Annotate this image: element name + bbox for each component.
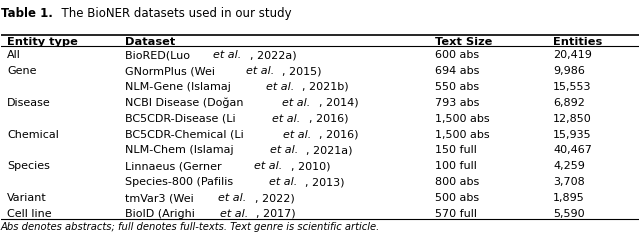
Text: BC5CDR-Chemical (Li: BC5CDR-Chemical (Li <box>125 129 248 140</box>
Text: Linnaeus (Gerner: Linnaeus (Gerner <box>125 161 225 171</box>
Text: NLM-Gene (Islamaj: NLM-Gene (Islamaj <box>125 82 235 92</box>
Text: 3,708: 3,708 <box>553 177 585 187</box>
Text: GNormPlus (Wei: GNormPlus (Wei <box>125 66 219 76</box>
Text: et al.: et al. <box>254 161 282 171</box>
Text: 6,892: 6,892 <box>553 98 585 108</box>
Text: BioRED(Luo: BioRED(Luo <box>125 50 194 60</box>
Text: 4,259: 4,259 <box>553 161 585 171</box>
Text: Abs denotes abstracts; full denotes full-texts. Text genre is scientific article: Abs denotes abstracts; full denotes full… <box>1 222 380 231</box>
Text: et al.: et al. <box>272 114 300 124</box>
Text: 1,500 abs: 1,500 abs <box>435 129 490 140</box>
Text: et al.: et al. <box>266 82 294 92</box>
Text: Entity type: Entity type <box>7 37 78 47</box>
Text: et al.: et al. <box>218 193 246 203</box>
Text: 150 full: 150 full <box>435 145 477 155</box>
Text: Disease: Disease <box>7 98 51 108</box>
Text: 20,419: 20,419 <box>553 50 592 60</box>
Text: Cell line: Cell line <box>7 209 52 219</box>
Text: Table 1.: Table 1. <box>1 7 52 20</box>
Text: 9,986: 9,986 <box>553 66 585 76</box>
Text: Dataset: Dataset <box>125 37 175 47</box>
Text: 15,935: 15,935 <box>553 129 592 140</box>
Text: , 2017): , 2017) <box>256 209 296 219</box>
Text: BioID (Arighi: BioID (Arighi <box>125 209 198 219</box>
Text: , 2021a): , 2021a) <box>306 145 353 155</box>
Text: BC5CDR-Disease (Li: BC5CDR-Disease (Li <box>125 114 239 124</box>
Text: NCBI Disease (Doğan: NCBI Disease (Doğan <box>125 98 247 108</box>
Text: 100 full: 100 full <box>435 161 477 171</box>
Text: et al.: et al. <box>269 145 298 155</box>
Text: 800 abs: 800 abs <box>435 177 479 187</box>
Text: tmVar3 (Wei: tmVar3 (Wei <box>125 193 198 203</box>
Text: Variant: Variant <box>7 193 47 203</box>
Text: Chemical: Chemical <box>7 129 59 140</box>
Text: 12,850: 12,850 <box>553 114 592 124</box>
Text: Text Size: Text Size <box>435 37 492 47</box>
Text: The BioNER datasets used in our study: The BioNER datasets used in our study <box>54 7 291 20</box>
Text: , 2014): , 2014) <box>319 98 358 108</box>
Text: 550 abs: 550 abs <box>435 82 479 92</box>
Text: 694 abs: 694 abs <box>435 66 479 76</box>
Text: 1,500 abs: 1,500 abs <box>435 114 490 124</box>
Text: 40,467: 40,467 <box>553 145 592 155</box>
Text: 600 abs: 600 abs <box>435 50 479 60</box>
Text: et al.: et al. <box>283 129 311 140</box>
Text: 500 abs: 500 abs <box>435 193 479 203</box>
Text: 793 abs: 793 abs <box>435 98 479 108</box>
Text: Species-800 (Pafilis: Species-800 (Pafilis <box>125 177 237 187</box>
Text: et al.: et al. <box>220 209 248 219</box>
Text: et al.: et al. <box>282 98 310 108</box>
Text: , 2013): , 2013) <box>305 177 345 187</box>
Text: , 2010): , 2010) <box>291 161 330 171</box>
Text: Entities: Entities <box>553 37 602 47</box>
Text: 1,895: 1,895 <box>553 193 585 203</box>
Text: 15,553: 15,553 <box>553 82 591 92</box>
Text: All: All <box>7 50 21 60</box>
Text: , 2021b): , 2021b) <box>303 82 349 92</box>
Text: et al.: et al. <box>213 50 242 60</box>
Text: , 2016): , 2016) <box>308 114 348 124</box>
Text: et al.: et al. <box>246 66 274 76</box>
Text: , 2022): , 2022) <box>255 193 294 203</box>
Text: 570 full: 570 full <box>435 209 477 219</box>
Text: NLM-Chem (Islamaj: NLM-Chem (Islamaj <box>125 145 237 155</box>
Text: , 2015): , 2015) <box>282 66 321 76</box>
Text: , 2022a): , 2022a) <box>250 50 296 60</box>
Text: Gene: Gene <box>7 66 36 76</box>
Text: et al.: et al. <box>269 177 297 187</box>
Text: , 2016): , 2016) <box>319 129 358 140</box>
Text: Species: Species <box>7 161 50 171</box>
Text: 5,590: 5,590 <box>553 209 585 219</box>
